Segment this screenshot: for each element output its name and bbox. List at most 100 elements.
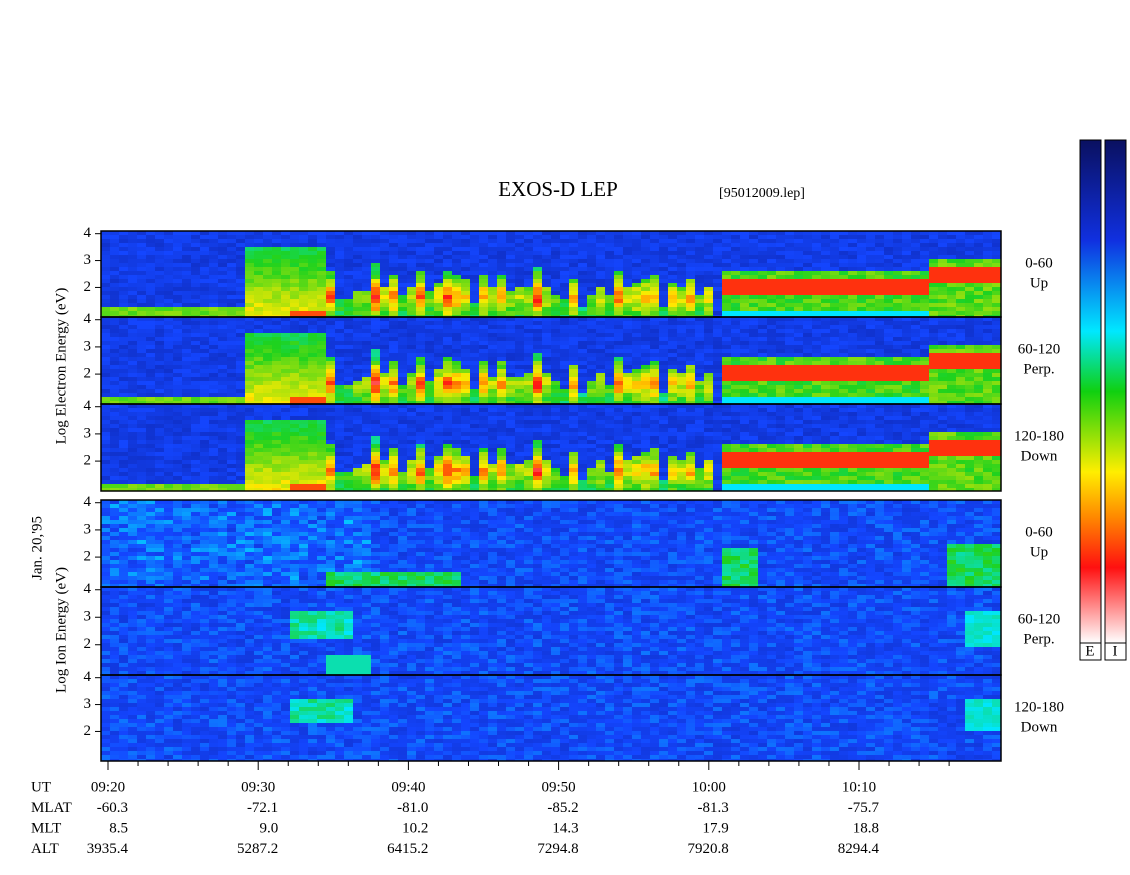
spectrogram-cell: [425, 357, 434, 361]
spectrogram-cell: [641, 349, 650, 353]
spectrogram-cell: [650, 365, 659, 369]
spectrogram-cell: [308, 259, 317, 263]
spectrogram-cell: [389, 235, 398, 239]
spectrogram-cell: [542, 291, 551, 295]
spectrogram-cell: [506, 275, 515, 279]
spectrogram-cell: [209, 440, 218, 444]
spectrogram-cell: [155, 448, 164, 452]
spectrogram-cell: [947, 247, 956, 251]
spectrogram-cell: [452, 275, 461, 279]
spectrogram-cell: [488, 353, 497, 357]
spectrogram-cell: [893, 311, 902, 315]
spectrogram-cell: [317, 259, 326, 263]
spectrogram-cell: [974, 315, 983, 317]
spectrogram-cell: [137, 476, 146, 480]
spectrogram-cell: [821, 295, 830, 299]
spectrogram-cell: [506, 299, 515, 303]
spectrogram-cell: [119, 385, 128, 389]
spectrogram-cell: [947, 315, 956, 317]
spectrogram-cell: [848, 373, 857, 377]
spectrogram-cell: [758, 357, 767, 361]
spectrogram-cell: [605, 325, 614, 329]
spectrogram-cell: [254, 357, 263, 361]
spectrogram-cell: [785, 243, 794, 247]
spectrogram-cell: [308, 267, 317, 271]
spectrogram-cell: [767, 353, 776, 357]
spectrogram-cell: [650, 263, 659, 267]
spectrogram-cell: [173, 428, 182, 432]
spectrogram-cell: [128, 408, 137, 412]
spectrogram-cell: [641, 299, 650, 303]
spectrogram-cell: [146, 440, 155, 444]
spectrogram-cell: [803, 333, 812, 337]
spectrogram-cell: [218, 325, 227, 329]
spectrogram-cell: [119, 488, 128, 491]
spectrogram-cell: [551, 275, 560, 279]
spectrogram-cell: [938, 255, 947, 259]
spectrogram-cell: [110, 381, 119, 385]
spectrogram-cell: [920, 389, 929, 393]
spectrogram-cell: [299, 321, 308, 325]
spectrogram-cell: [641, 397, 650, 401]
spectrogram-cell: [290, 287, 299, 291]
spectrogram-cell: [146, 303, 155, 307]
spectrogram-cell: [299, 397, 308, 401]
spectrogram-cell: [839, 341, 848, 345]
spectrogram-cell: [794, 275, 803, 279]
spectrogram-cell: [290, 349, 299, 353]
spectrogram-cell: [776, 311, 785, 315]
spectrogram-cell: [443, 317, 452, 321]
spectrogram-cell: [425, 315, 434, 317]
spectrogram-cell: [173, 484, 182, 488]
spectrogram-cell: [110, 416, 119, 420]
spectrogram-cell: [353, 255, 362, 259]
spectrogram-cell: [875, 341, 884, 345]
spectrogram-cell: [596, 373, 605, 377]
spectrogram-cell: [551, 251, 560, 255]
spectrogram-cell: [830, 329, 839, 333]
spectrogram-cell: [776, 353, 785, 357]
spectrogram-cell: [119, 444, 128, 448]
spectrogram-cell: [992, 283, 1001, 287]
spectrogram-cell: [974, 247, 983, 251]
spectrogram-cell: [551, 321, 560, 325]
spectrogram-cell: [173, 291, 182, 295]
spectrogram-cell: [974, 401, 983, 404]
spectrogram-cell: [839, 239, 848, 243]
spectrogram-cell: [281, 468, 290, 472]
spectrogram-cell: [713, 345, 722, 349]
spectrogram-cell: [983, 317, 992, 321]
spectrogram-cell: [659, 333, 668, 337]
spectrogram-cell: [776, 243, 785, 247]
spectrogram-cell: [299, 468, 308, 472]
spectrogram-cell: [407, 263, 416, 267]
spectrogram-cell: [218, 365, 227, 369]
spectrogram-cell: [956, 361, 965, 365]
spectrogram-cell: [983, 275, 992, 279]
spectrogram-cell: [110, 484, 119, 488]
spectrogram-cell: [587, 349, 596, 353]
spectrogram-cell: [209, 267, 218, 271]
spectrogram-cell: [668, 247, 677, 251]
spectrogram-cell: [785, 349, 794, 353]
spectrogram-cell: [767, 247, 776, 251]
spectrogram-cell: [191, 393, 200, 397]
spectrogram-cell: [155, 404, 164, 408]
spectrogram-cell: [875, 259, 884, 263]
spectrogram-cell: [794, 271, 803, 275]
spectrogram-cell: [128, 404, 137, 408]
spectrogram-cell: [101, 436, 110, 440]
spectrogram-cell: [722, 255, 731, 259]
spectrogram-cell: [155, 321, 164, 325]
spectrogram-cell: [299, 337, 308, 341]
spectrogram-cell: [902, 271, 911, 275]
spectrogram-cell: [191, 267, 200, 271]
spectrogram-cell: [803, 287, 812, 291]
spectrogram-cell: [128, 283, 137, 287]
spectrogram-cell: [722, 401, 731, 404]
spectrogram-cell: [371, 291, 380, 295]
spectrogram-cell: [713, 239, 722, 243]
spectrogram-cell: [884, 369, 893, 373]
spectrogram-cell: [317, 275, 326, 279]
spectrogram-cell: [227, 480, 236, 484]
